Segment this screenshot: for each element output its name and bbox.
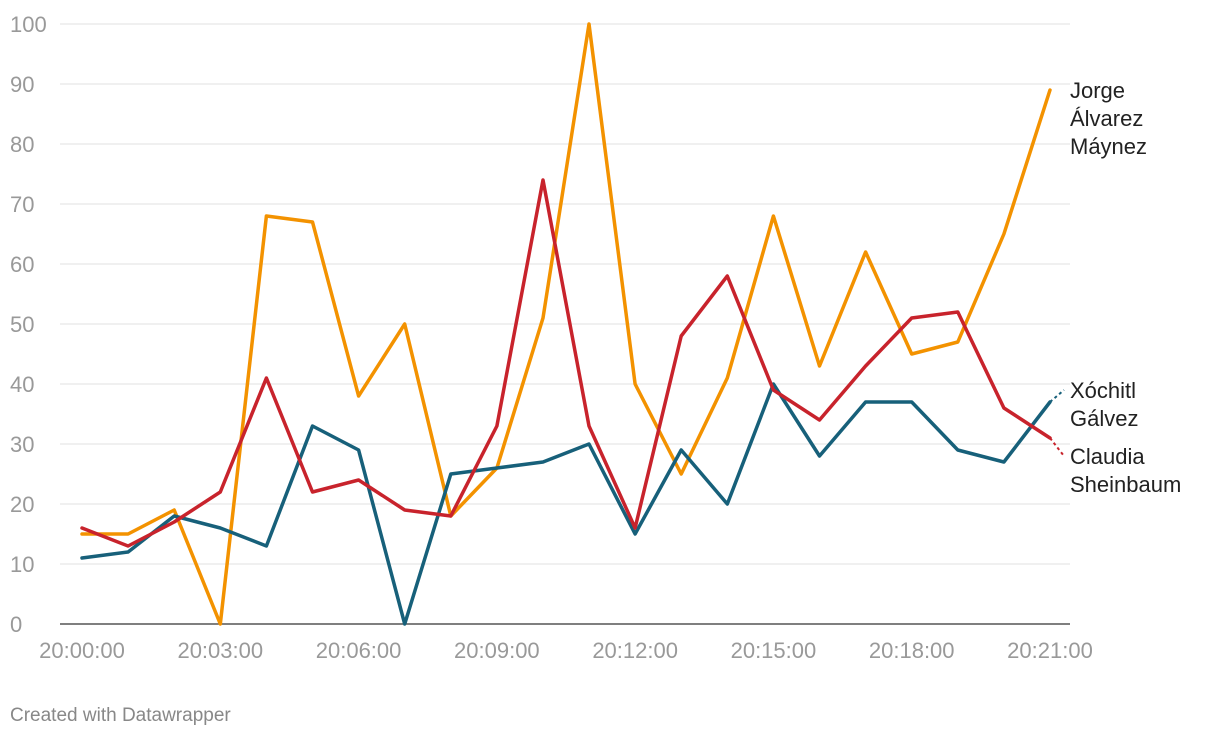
x-tick-label: 20:18:00	[869, 638, 955, 663]
y-tick-label: 100	[10, 12, 47, 37]
series-label: Claudia Sheinbaum	[1070, 444, 1181, 497]
y-tick-label: 0	[10, 612, 22, 637]
x-tick-label: 20:12:00	[592, 638, 678, 663]
x-tick-label: 20:03:00	[177, 638, 263, 663]
x-axis-ticks: 20:00:00 20:03:00 20:06:00 20:09:00 20:12:00…	[39, 638, 1093, 663]
series-line	[80, 178, 1052, 548]
y-tick-label: 20	[10, 492, 34, 517]
series-label: Jorge Álvarez Máynez	[1070, 78, 1147, 159]
y-tick-label: 80	[10, 132, 34, 157]
series-label-connector	[1049, 389, 1065, 403]
y-tick-label: 30	[10, 432, 34, 457]
y-tick-label: 10	[10, 552, 34, 577]
y-tick-label: 90	[10, 72, 34, 97]
gridlines	[60, 23, 1070, 625]
series-labels: Jorge Álvarez Máynez Xóchitl Gálvez Claudia Sh…	[1070, 78, 1181, 497]
y-tick-label: 70	[10, 192, 34, 217]
y-tick-label: 40	[10, 372, 34, 397]
x-tick-label: 20:15:00	[731, 638, 817, 663]
y-axis-ticks: 0 10 20 30 40 50 60 70 80 90 100	[10, 12, 47, 637]
series-label-connector	[1049, 437, 1065, 457]
series-label: Xóchitl Gálvez	[1070, 378, 1138, 431]
x-tick-label: 20:00:00	[39, 638, 125, 663]
series-line	[80, 382, 1052, 626]
series-line	[80, 22, 1052, 626]
x-tick-label: 20:06:00	[316, 638, 402, 663]
x-tick-label: 20:21:00	[1007, 638, 1093, 663]
y-tick-label: 60	[10, 252, 34, 277]
credit-text: Created with Datawrapper	[10, 705, 231, 726]
y-tick-label: 50	[10, 312, 34, 337]
series-lines	[80, 22, 1065, 626]
x-tick-label: 20:09:00	[454, 638, 540, 663]
